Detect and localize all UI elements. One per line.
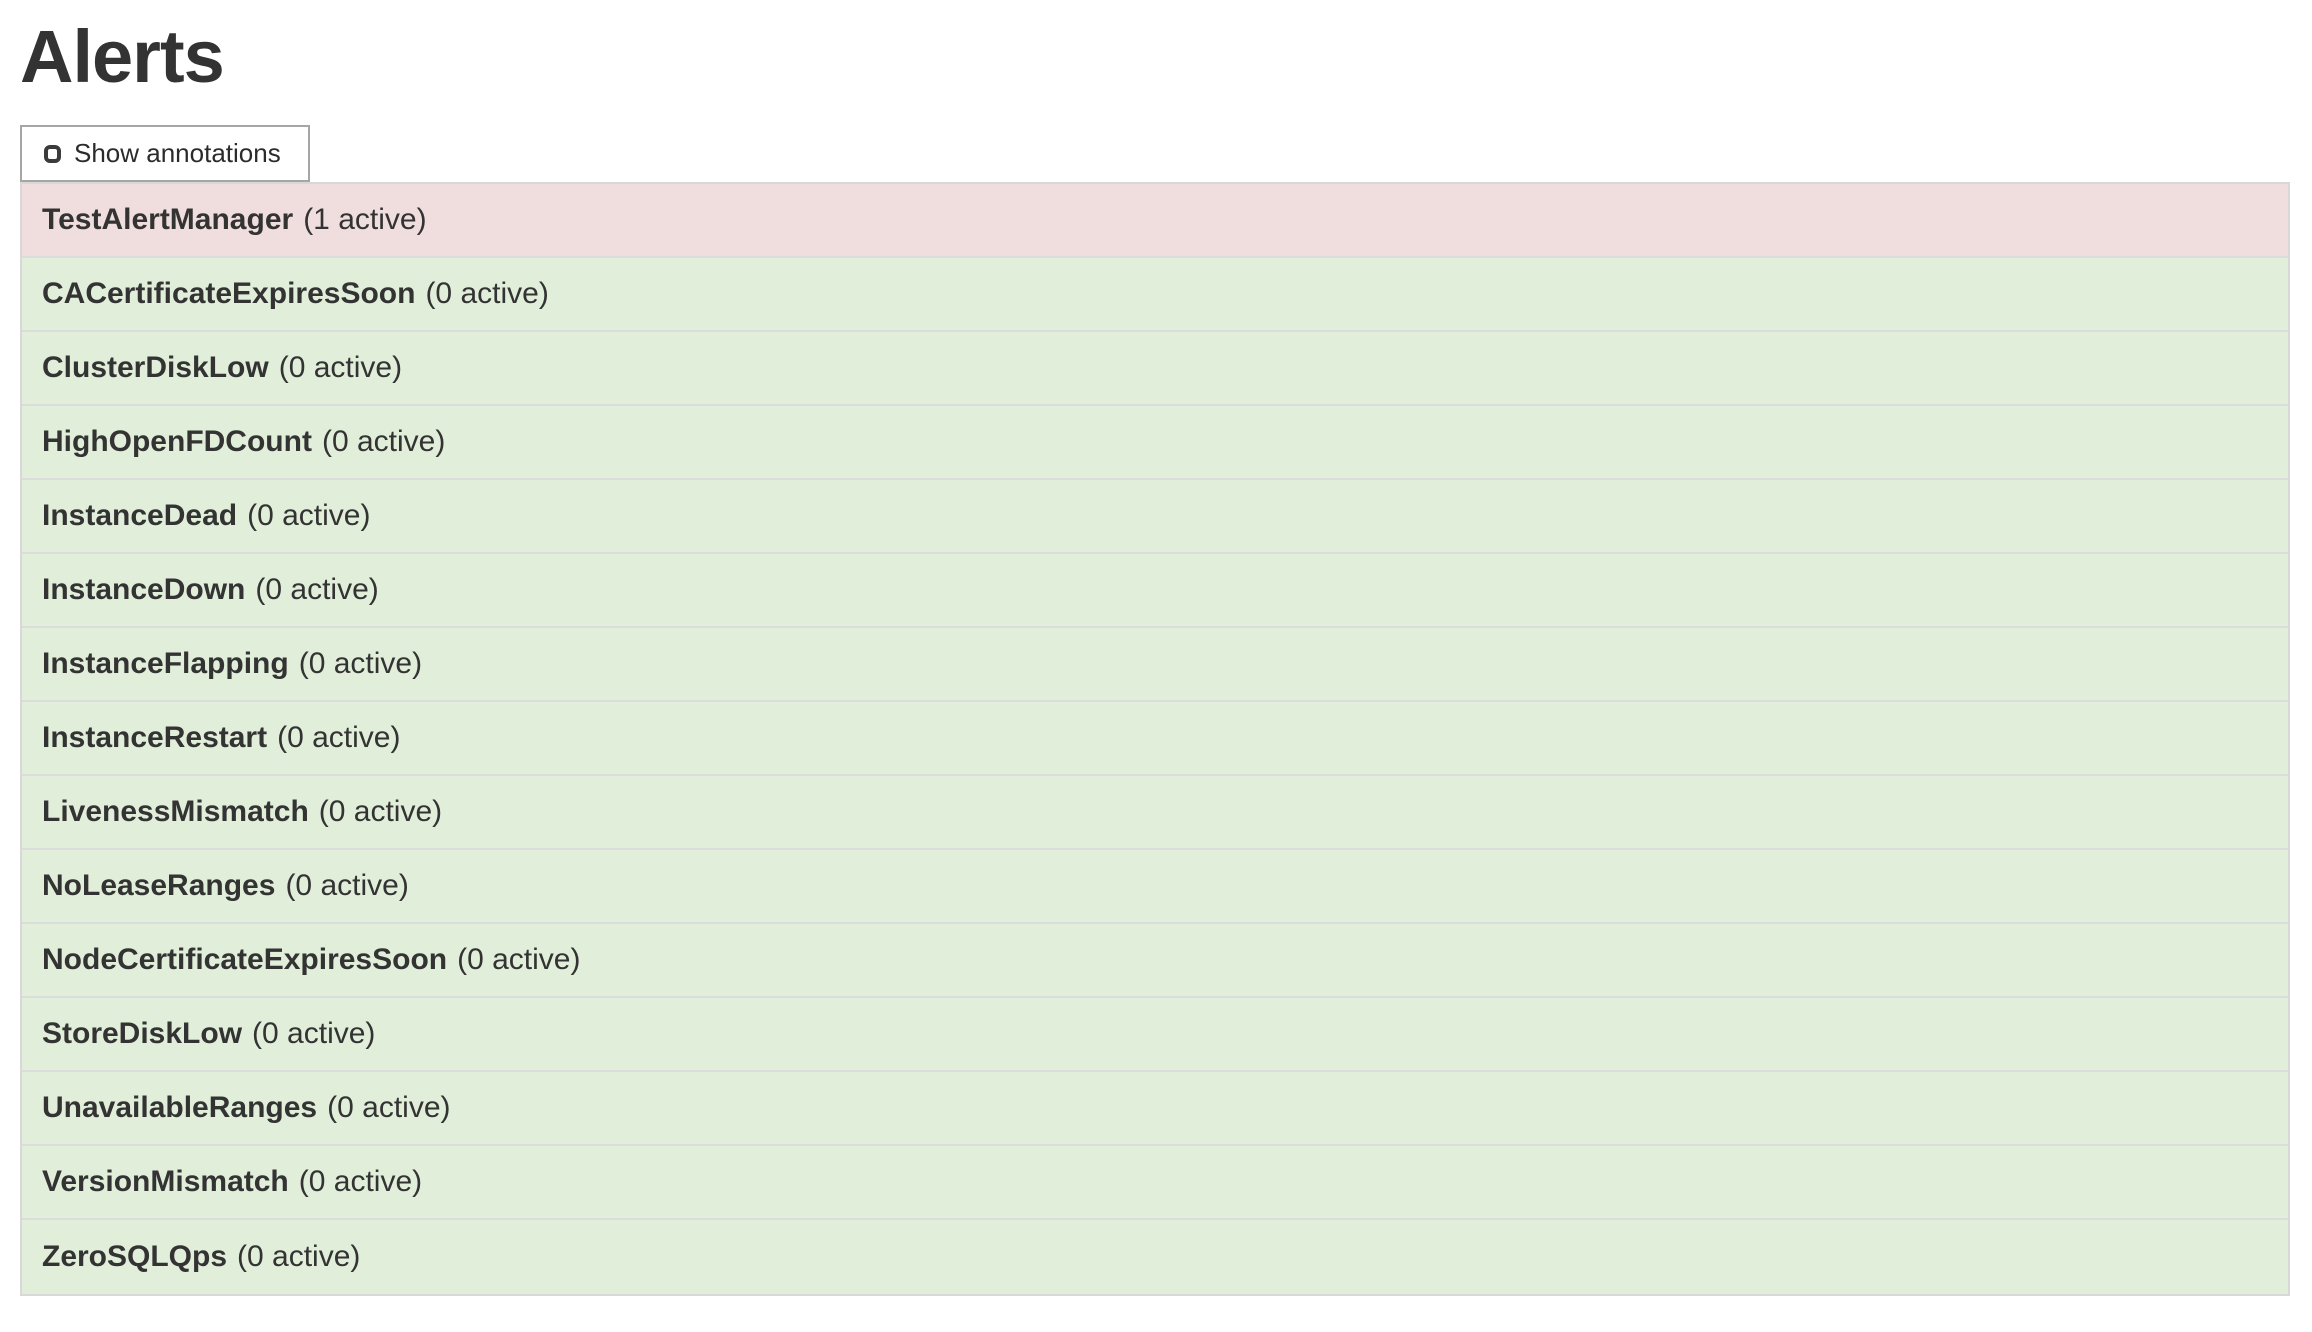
alert-rule-row[interactable]: NoLeaseRanges (0 active): [22, 850, 2288, 925]
alert-rule-row[interactable]: InstanceFlapping (0 active): [22, 628, 2288, 703]
show-annotations-button[interactable]: Show annotations: [20, 125, 310, 183]
page-title: Alerts: [20, 15, 225, 98]
alert-rule-name: InstanceDown: [42, 573, 246, 607]
alert-active-count: (0 active): [321, 425, 446, 459]
alert-rule-row[interactable]: ZeroSQLQps (0 active): [22, 1220, 2288, 1295]
show-annotations-checkbox[interactable]: [44, 144, 61, 163]
alert-active-count: (0 active): [298, 647, 423, 681]
alert-active-count: (0 active): [278, 351, 403, 385]
toolbar: Show annotations: [20, 125, 2312, 183]
alert-active-count: (0 active): [277, 721, 401, 755]
alert-rule-name: TestAlertManager: [42, 203, 294, 237]
alert-rule-row[interactable]: InstanceRestart (0 active): [22, 702, 2288, 777]
alert-active-count: (0 active): [255, 573, 379, 607]
alert-rule-name: InstanceDead: [42, 499, 238, 533]
alerts-table: TestAlertManager (1 active) CACertificat…: [20, 182, 2290, 1297]
alert-active-count: (1 active): [303, 203, 427, 237]
alert-active-count: (0 active): [252, 1017, 376, 1051]
alert-active-count: (0 active): [247, 499, 371, 533]
show-annotations-label: Show annotations: [74, 138, 281, 169]
alert-rule-name: UnavailableRanges: [42, 1091, 318, 1125]
alert-rule-row[interactable]: HighOpenFDCount (0 active): [22, 406, 2288, 481]
alert-rule-row[interactable]: InstanceDown (0 active): [22, 554, 2288, 629]
alert-active-count: (0 active): [298, 1165, 423, 1199]
alert-rule-row[interactable]: NodeCertificateExpiresSoon (0 active): [22, 924, 2288, 999]
alert-rule-name: NoLeaseRanges: [42, 869, 276, 903]
alert-active-count: (0 active): [285, 869, 409, 903]
alert-rule-row[interactable]: LivenessMismatch (0 active): [22, 776, 2288, 851]
alert-rule-name: LivenessMismatch: [42, 795, 309, 829]
alert-rule-row[interactable]: VersionMismatch (0 active): [22, 1146, 2288, 1221]
alert-active-count: (0 active): [327, 1091, 451, 1125]
alert-rule-name: HighOpenFDCount: [42, 425, 312, 459]
alert-rule-name: InstanceRestart: [42, 721, 268, 755]
alert-rule-name: ClusterDiskLow: [42, 351, 269, 385]
alert-active-count: (0 active): [237, 1240, 361, 1274]
alert-rule-row[interactable]: InstanceDead (0 active): [22, 480, 2288, 555]
alert-rule-row[interactable]: CACertificateExpiresSoon (0 active): [22, 258, 2288, 333]
alert-active-count: (0 active): [318, 795, 443, 829]
alert-rule-name: InstanceFlapping: [42, 647, 289, 681]
alert-rule-name: StoreDiskLow: [42, 1017, 243, 1051]
alert-rule-name: CACertificateExpiresSoon: [42, 277, 416, 311]
alert-rule-name: ZeroSQLQps: [42, 1240, 228, 1274]
alert-rule-row[interactable]: StoreDiskLow (0 active): [22, 998, 2288, 1073]
alert-active-count: (0 active): [457, 943, 581, 977]
alert-rule-name: VersionMismatch: [42, 1165, 289, 1199]
alerts-page: Alerts Show annotations TestAlertManager…: [20, 15, 2312, 1297]
alert-rule-name: NodeCertificateExpiresSoon: [42, 943, 448, 977]
alert-rule-row[interactable]: UnavailableRanges (0 active): [22, 1072, 2288, 1147]
alert-rule-row[interactable]: TestAlertManager (1 active): [22, 184, 2288, 259]
alert-rule-row[interactable]: ClusterDiskLow (0 active): [22, 332, 2288, 407]
alert-active-count: (0 active): [425, 277, 549, 311]
